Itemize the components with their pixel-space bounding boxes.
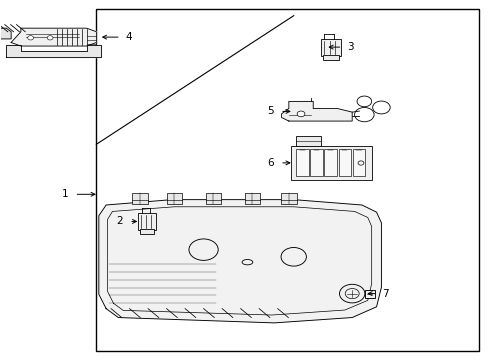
Text: 2: 2 bbox=[117, 216, 123, 226]
Circle shape bbox=[340, 284, 365, 303]
Polygon shape bbox=[0, 28, 11, 39]
Bar bbox=[205, 193, 221, 204]
Bar bbox=[320, 39, 341, 56]
Text: 7: 7 bbox=[382, 289, 389, 298]
Bar bbox=[291, 146, 372, 180]
Text: 6: 6 bbox=[268, 158, 274, 168]
Polygon shape bbox=[11, 28, 97, 46]
Text: 1: 1 bbox=[62, 189, 69, 199]
Bar bbox=[296, 149, 309, 176]
Text: 3: 3 bbox=[347, 42, 354, 52]
Circle shape bbox=[28, 36, 33, 40]
Bar bbox=[97, 9, 479, 351]
Bar bbox=[245, 193, 260, 204]
Bar bbox=[281, 193, 296, 204]
Bar bbox=[310, 149, 323, 176]
Bar bbox=[365, 290, 374, 297]
Polygon shape bbox=[6, 45, 101, 57]
Bar bbox=[138, 213, 156, 230]
Bar bbox=[353, 149, 366, 176]
Polygon shape bbox=[99, 200, 381, 323]
Bar bbox=[324, 149, 337, 176]
Bar bbox=[140, 229, 154, 234]
Circle shape bbox=[47, 36, 53, 40]
Bar bbox=[323, 55, 339, 60]
Circle shape bbox=[297, 111, 305, 117]
Bar bbox=[296, 136, 320, 146]
Text: 5: 5 bbox=[268, 107, 274, 116]
Bar bbox=[339, 149, 351, 176]
Polygon shape bbox=[282, 102, 352, 121]
Text: 4: 4 bbox=[125, 32, 132, 42]
Bar bbox=[167, 193, 182, 204]
Bar bbox=[132, 193, 148, 204]
